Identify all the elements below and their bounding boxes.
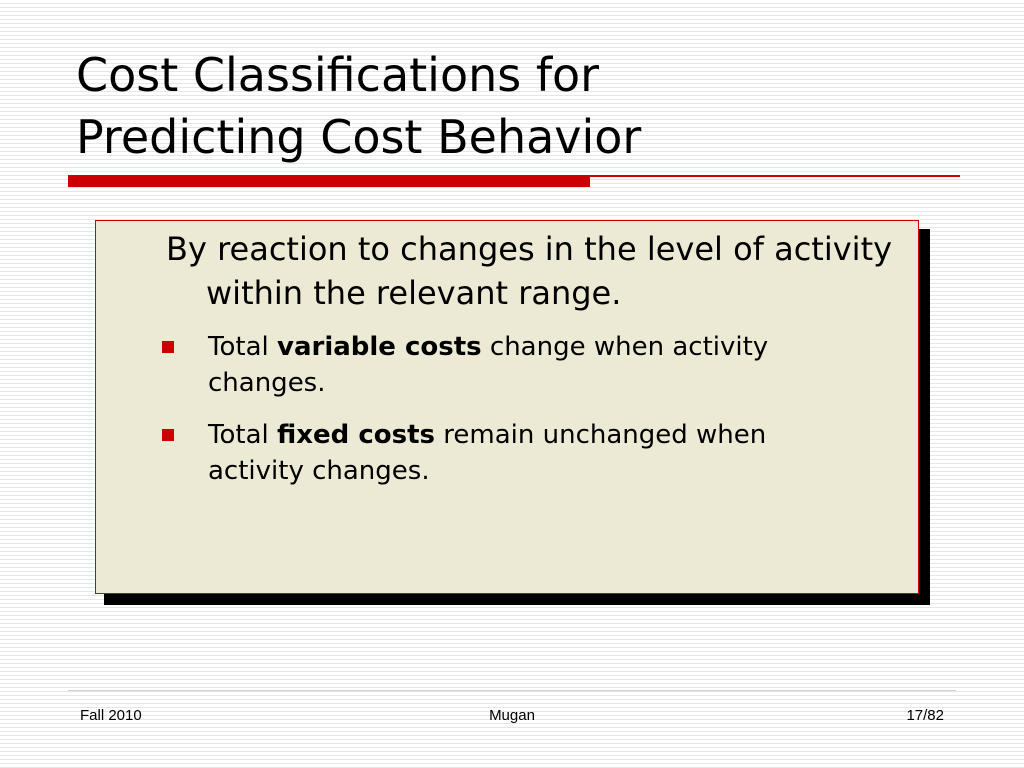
square-bullet-icon [162, 341, 174, 353]
square-bullet-icon [162, 429, 174, 441]
lead-text: By reaction to changes in the level of a… [166, 230, 893, 312]
bullet-suffix: remain unchanged when activity changes. [208, 420, 767, 486]
title-underline-thick [68, 175, 590, 187]
bullet-emphasis: variable costs [277, 332, 482, 362]
title-underline-thin [590, 175, 960, 177]
footer-divider [68, 690, 956, 691]
bullet-prefix: Total [208, 420, 277, 450]
footer-page-number: 17/82 [906, 707, 944, 724]
bullet-item-variable-costs: Total variable costs change when activit… [156, 329, 856, 401]
slide-title-line-2: Predicting Cost Behavior [76, 110, 642, 164]
footer-date: Fall 2010 [80, 707, 142, 724]
slide-title: Cost Classifications for Predicting Cost… [76, 44, 936, 168]
bullet-prefix: Total [208, 332, 277, 362]
bullet-item-fixed-costs: Total fixed costs remain unchanged when … [156, 417, 856, 489]
slide-title-line-1: Cost Classifications for [76, 48, 600, 102]
content-box: By reaction to changes in the level of a… [95, 220, 919, 594]
bullet-emphasis: fixed costs [277, 420, 435, 450]
bullet-suffix: change when activity changes. [208, 332, 769, 398]
footer-author: Mugan [489, 707, 535, 724]
